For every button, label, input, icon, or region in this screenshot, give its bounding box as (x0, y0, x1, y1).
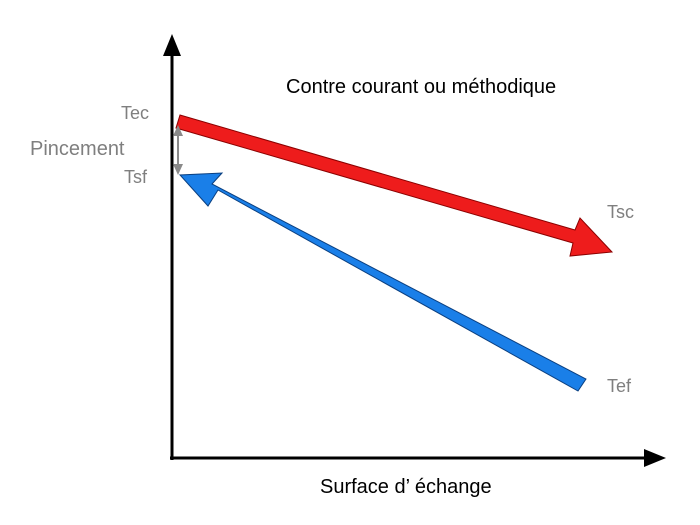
cold-stream-arrow (178, 172, 587, 392)
cold-inlet-label: Tef (607, 376, 632, 396)
x-axis-arrowhead (644, 449, 666, 467)
hot-stream-arrow (175, 114, 614, 257)
diagram-title: Contre courant ou méthodique (286, 76, 556, 98)
x-axis-label: Surface d’ échange (320, 476, 492, 498)
hot-inlet-label: Tec (121, 103, 149, 123)
pinch-label: Pincement (30, 138, 125, 160)
pinch-marker-top-head (173, 125, 183, 136)
pinch-marker-bottom-head (173, 164, 183, 175)
cold-outlet-label: Tsf (124, 167, 148, 187)
hot-outlet-label: Tsc (607, 202, 634, 222)
y-axis-arrowhead (163, 34, 181, 56)
